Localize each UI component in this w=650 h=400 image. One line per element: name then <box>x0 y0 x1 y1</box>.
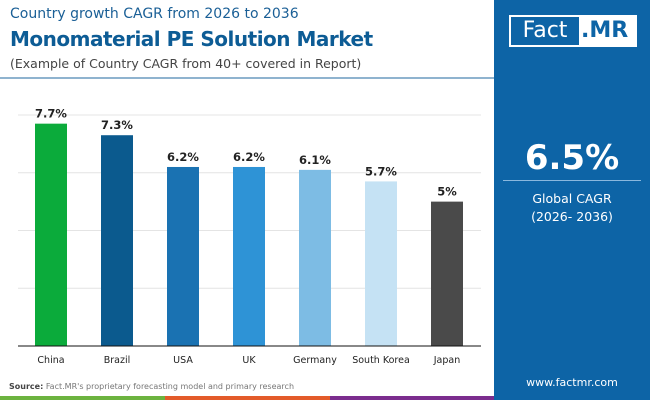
data-label: 7.3% <box>101 118 133 132</box>
bottom-bar-orange <box>165 396 330 400</box>
bar-chart: 7.7% China 7.3% Brazil 6.2% USA 6.2% UK 6.1% Germ… <box>18 107 481 366</box>
logo-part1: Fact <box>511 17 579 45</box>
website-link[interactable]: www.factmr.com <box>526 376 618 389</box>
x-tick-label: UK <box>242 355 256 366</box>
header-divider <box>0 77 494 79</box>
bar-china <box>35 123 67 346</box>
source-text: Fact.MR's proprietary forecasting model … <box>45 382 295 391</box>
factmr-logo: Fact .MR <box>509 15 637 47</box>
bar-germany <box>299 169 331 346</box>
data-label: 6.1% <box>299 153 331 167</box>
global-cagr-label-1: Global CAGR <box>532 191 612 206</box>
side-panel <box>494 0 650 400</box>
data-label: 7.7% <box>35 107 67 121</box>
source-note: Source: Fact.MR's proprietary forecastin… <box>9 382 294 391</box>
data-label: 6.2% <box>233 150 265 164</box>
global-cagr-label: Global CAGR (2026- 2036) <box>494 190 650 226</box>
x-tick-label: Germany <box>293 355 337 366</box>
chart-note: (Example of Country CAGR from 40+ covere… <box>10 56 362 71</box>
x-tick-label: China <box>37 355 64 366</box>
bar-brazil <box>101 135 133 346</box>
bottom-bar-green <box>0 396 165 400</box>
chart-subtitle: Country growth CAGR from 2026 to 2036 <box>10 6 299 22</box>
bottom-bar-purple <box>330 396 494 400</box>
x-tick-label: Japan <box>433 355 461 366</box>
logo-part2: .MR <box>581 18 629 43</box>
bar-japan <box>431 201 463 346</box>
x-tick-label: South Korea <box>352 355 410 366</box>
global-cagr-period: (2026- 2036) <box>531 209 613 224</box>
data-label: 5% <box>437 185 457 199</box>
data-label: 6.2% <box>167 150 199 164</box>
bar-uk <box>233 166 265 346</box>
data-label: 5.7% <box>365 164 397 178</box>
source-label: Source: <box>9 382 44 391</box>
bar-south-korea <box>365 181 397 346</box>
panel-divider <box>503 180 641 181</box>
chart-title: Monomaterial PE Solution Market <box>10 27 373 51</box>
global-cagr-value: 6.5% <box>524 138 620 178</box>
x-tick-label: Brazil <box>104 355 131 366</box>
bar-usa <box>167 166 199 346</box>
x-tick-label: USA <box>173 355 193 366</box>
